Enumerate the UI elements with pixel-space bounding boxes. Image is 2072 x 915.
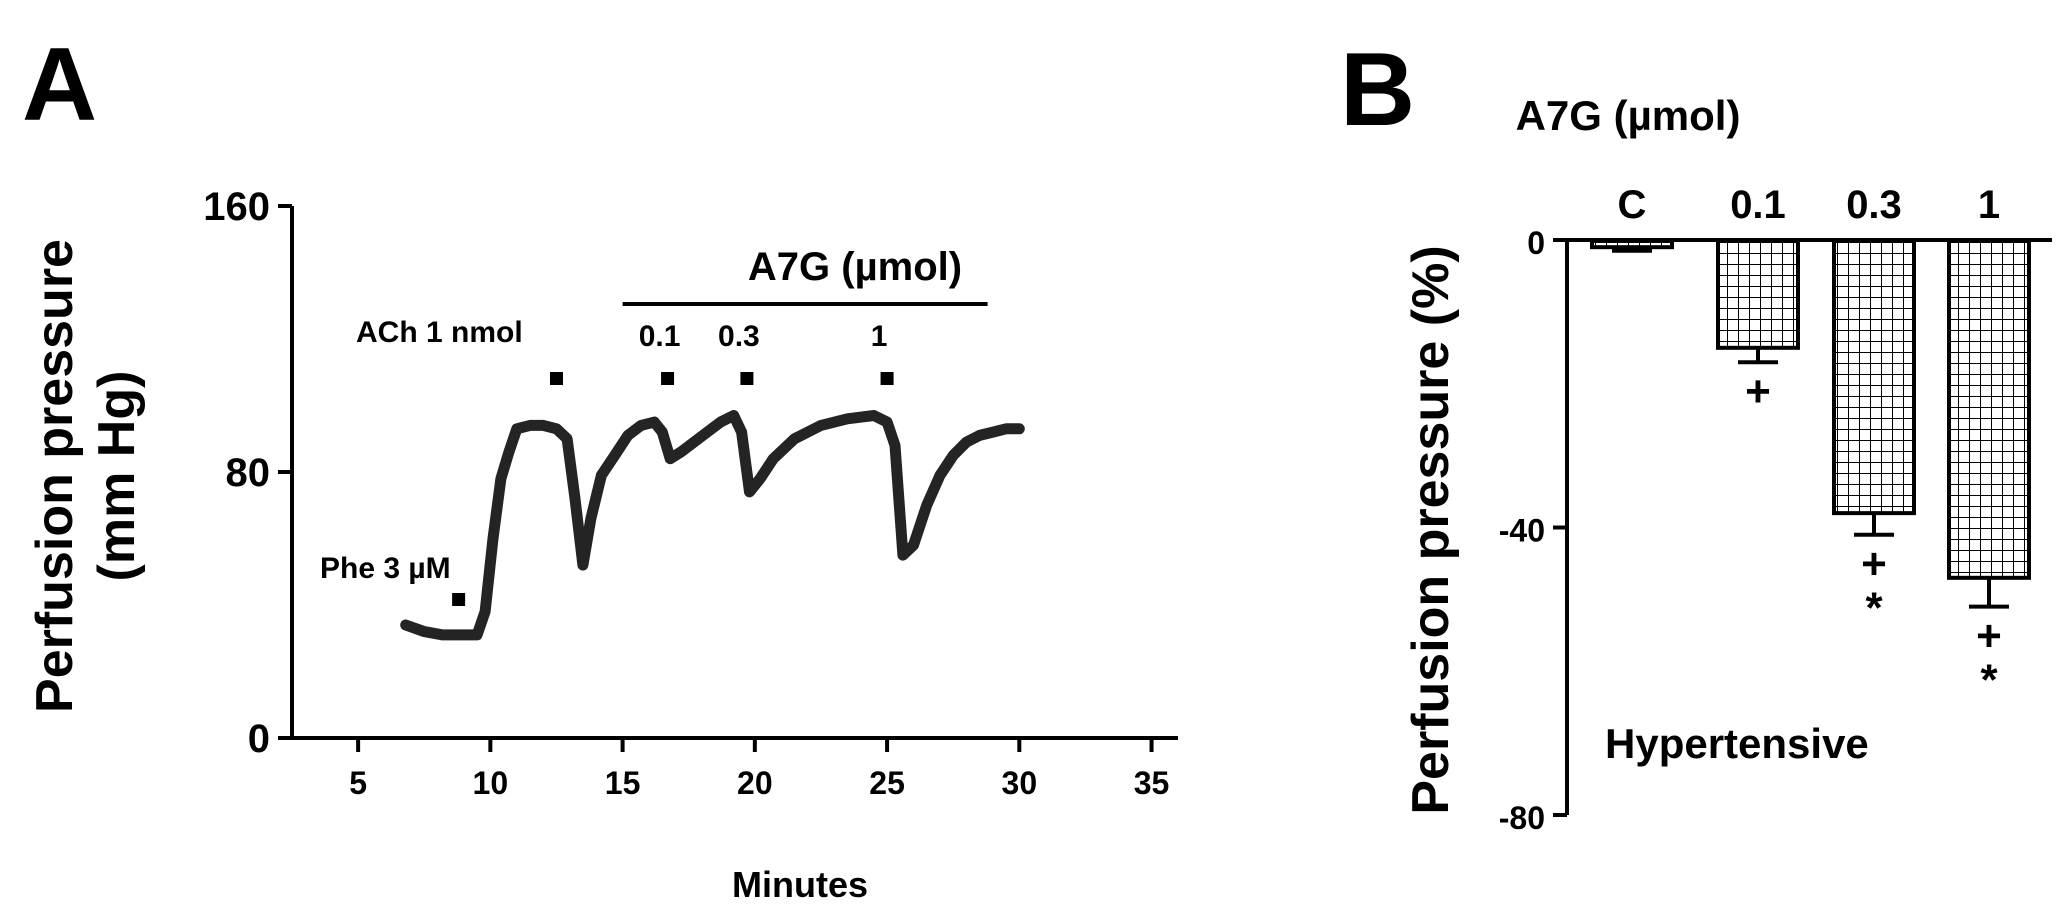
dose-label: 0.3	[718, 320, 760, 353]
panel-a-y-ticks: 0 80 160	[203, 185, 292, 761]
a7g-header: A7G (µmol)	[748, 245, 962, 289]
panel-b-label: B	[1340, 32, 1415, 148]
perfusion-pressure-trace	[400, 410, 1025, 641]
significance-asterisk: *	[1865, 584, 1883, 633]
y-tick-label: 160	[203, 185, 270, 229]
x-tick-label: 35	[1134, 765, 1170, 801]
bar	[1947, 238, 2031, 580]
significance-asterisk: *	[1980, 656, 1998, 705]
y-axis-unit: (mm Hg)	[88, 371, 146, 582]
significance-plus: +	[1861, 540, 1887, 589]
bar	[1716, 238, 1800, 350]
panel-b-bars: C 0.1+0.3+*1+*	[1590, 183, 2031, 705]
ach-annotation: ACh 1 nmol	[356, 316, 523, 349]
significance-plus: +	[1976, 612, 2002, 661]
panel-b-title: A7G (µmol)	[1516, 92, 1741, 139]
dose-marker	[661, 372, 675, 385]
hypertensive-label: Hypertensive	[1605, 720, 1869, 767]
panel-b-bar-chart: A7G (µmol) 0-40-80 C 0.1+0.3+*1+* Perfusi…	[1402, 92, 2052, 836]
bar	[1832, 238, 1916, 516]
x-tick-label: 20	[737, 765, 773, 801]
category-label: 0.3	[1846, 183, 1902, 227]
dose-label: 1	[871, 320, 888, 353]
phe-annotation: Phe 3 µM	[320, 552, 451, 585]
significance-plus: +	[1745, 367, 1771, 416]
category-label: C	[1618, 183, 1647, 227]
dose-marker	[880, 372, 894, 385]
y-axis-title: Perfusion pressure	[26, 239, 84, 713]
dose-marker	[740, 372, 754, 385]
panel-b-y-tick-label: -40	[1499, 513, 1545, 549]
x-tick-label: 15	[605, 765, 641, 801]
y-tick-label: 0	[248, 717, 270, 761]
category-label: 1	[1978, 183, 2000, 227]
panel-a-axes	[290, 206, 1178, 740]
panel-a-x-ticks: 5 10 15 20 25 30 35	[349, 738, 1169, 801]
x-tick-label: 10	[473, 765, 509, 801]
panel-a-label: A	[22, 27, 97, 143]
panel-a-line-chart: 5 10 15 20 25 30 35 0 80 160 Minutes Perfusion p…	[26, 185, 1178, 905]
panel-b-y-ticks: 0 -40 -80	[1499, 225, 1567, 836]
x-axis-title: Minutes	[732, 864, 868, 905]
x-tick-label: 25	[869, 765, 905, 801]
panel-b-y-tick-label: 0	[1527, 225, 1545, 261]
dose-label: 0.1	[639, 320, 681, 353]
bar	[1590, 238, 1674, 250]
ach-marker	[549, 372, 563, 385]
panel-b-y-axis-title: Perfusion pressure (%)	[1402, 245, 1460, 814]
x-tick-label: 30	[1002, 765, 1038, 801]
x-tick-label: 5	[349, 765, 367, 801]
phe-marker	[452, 593, 466, 606]
category-label: 0.1	[1730, 183, 1786, 227]
panel-b-y-tick-label: -80	[1499, 800, 1545, 836]
y-tick-label: 80	[226, 451, 271, 495]
